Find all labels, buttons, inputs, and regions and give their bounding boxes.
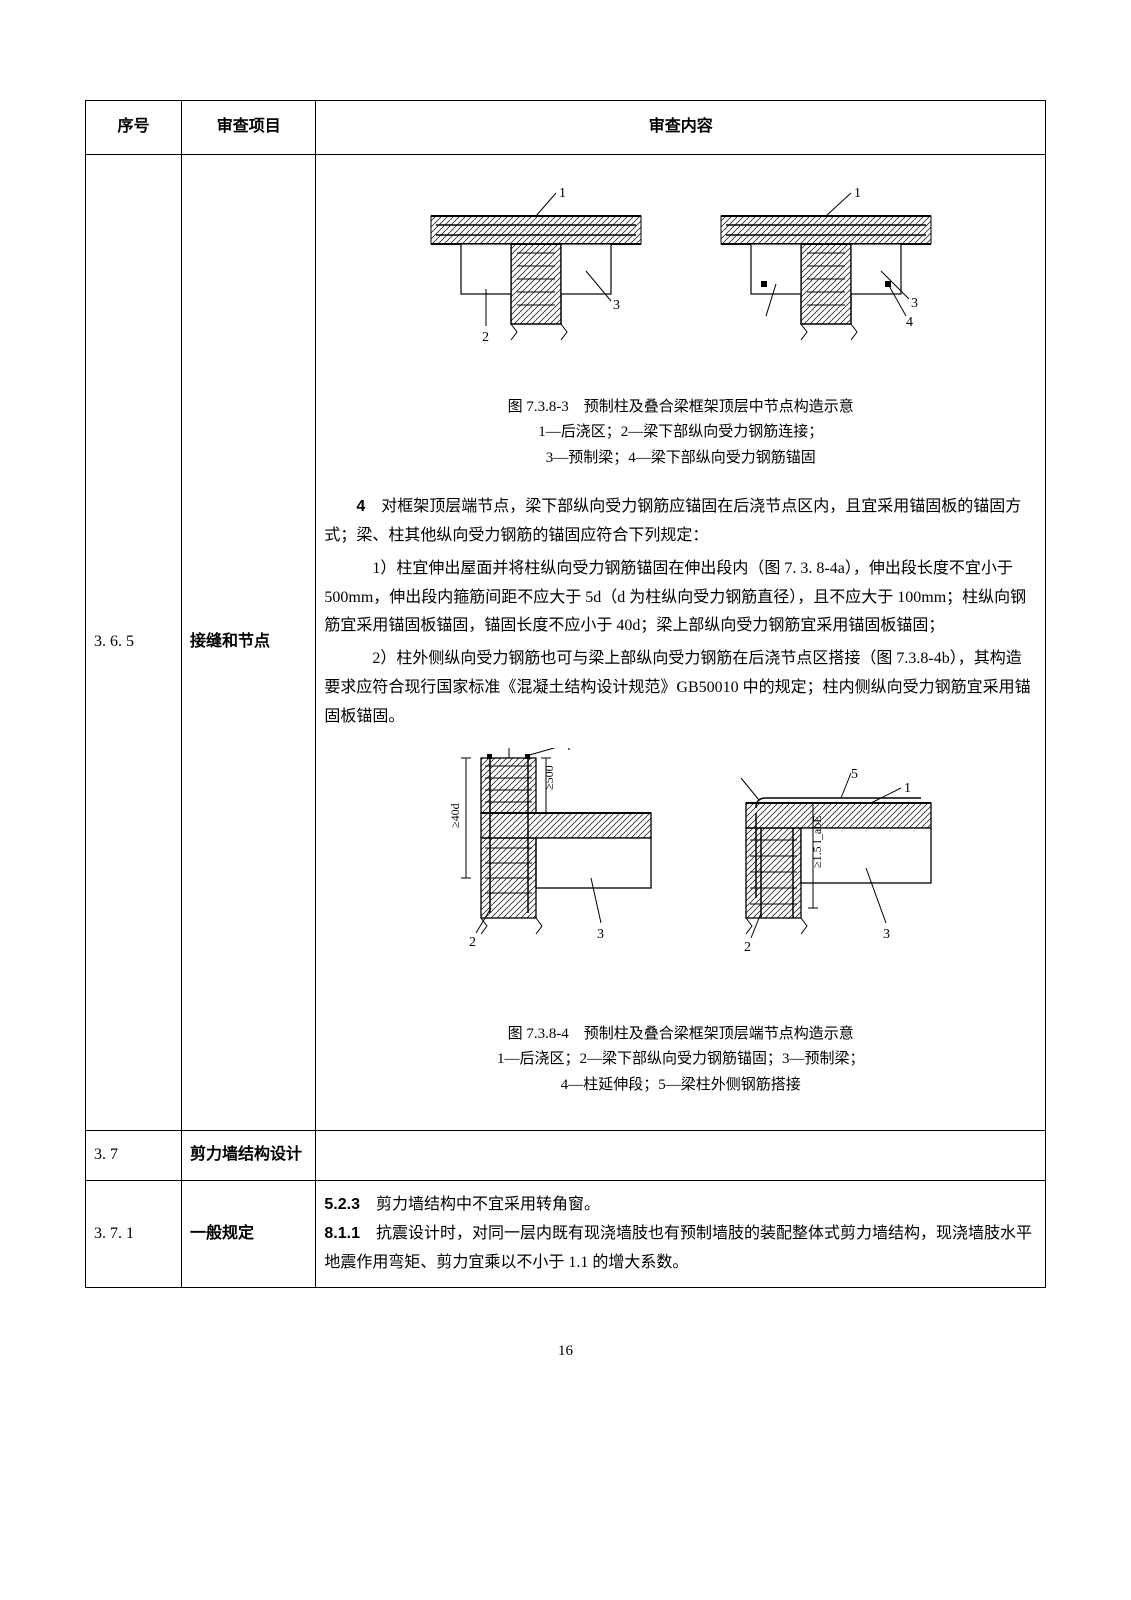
svg-text:4: 4 [564,748,571,754]
para-4: 4 对框架顶层端节点，梁下部纵向受力钢筋应锚固在后浇节点区内，且宜采用锚固板的锚… [324,493,1037,551]
para-4-num: 4 [356,498,365,515]
table-row: 3. 7. 1 一般规定 5.2.3 剪力墙结构中不宜采用转角窗。 8.1.1 … [86,1180,1046,1287]
row-item: 剪力墙结构设计 [182,1131,316,1181]
svg-text:1: 1 [854,186,861,201]
svg-text:4: 4 [906,315,913,330]
clause-811-text: 抗震设计时，对同一层内既有现浇墙肢也有预制墙肢的装配整体式剪力墙结构，现浇墙肢水… [324,1225,1032,1271]
figure-7-3-8-4: ≥500 ≥40d 1 4 2 3 [324,748,1037,998]
fig1-line1: 1—后浇区；2—梁下部纵向受力钢筋连接； [324,420,1037,446]
svg-text:1: 1 [904,781,911,796]
fig2-line2: 4—柱延伸段；5—梁柱外侧钢筋搭接 [324,1073,1037,1099]
row-content: 5.2.3 剪力墙结构中不宜采用转角窗。 8.1.1 抗震设计时，对同一层内既有… [316,1180,1046,1287]
figure-7-3-8-3: 1 2 3 [324,181,1037,371]
col-header-content: 审查内容 [316,101,1046,155]
dim-40d-label: ≥40d [448,803,462,828]
row-item: 接缝和节点 [182,154,316,1130]
fig2-line1: 1—后浇区；2—梁下部纵向受力钢筋锚固；3—预制梁； [324,1047,1037,1073]
row-num: 3. 7. 1 [86,1180,182,1287]
clause-811: 8.1.1 抗震设计时，对同一层内既有现浇墙肢也有预制墙肢的装配整体式剪力墙结构… [324,1220,1037,1278]
svg-text:5: 5 [851,767,858,782]
table-row: 3. 6. 5 接缝和节点 [86,154,1046,1130]
dim-15l-label: ≥1.5 l_abE [810,815,824,868]
svg-text:3: 3 [883,927,890,942]
row-content: 1 2 3 [316,154,1046,1130]
figure-caption-1: 图 7.3.8-3 预制柱及叠合梁框架顶层中节点构造示意 1—后浇区；2—梁下部… [324,395,1037,472]
clause-523-text: 剪力墙结构中不宜采用转角窗。 [360,1196,600,1213]
svg-text:2: 2 [469,935,476,950]
fig1-line2: 3—预制梁；4—梁下部纵向受力钢筋锚固 [324,446,1037,472]
row-item: 一般规定 [182,1180,316,1287]
page-number: 16 [85,1338,1046,1365]
clause-523-num: 5.2.3 [324,1196,360,1213]
para-4-text: 对框架顶层端节点，梁下部纵向受力钢筋应锚固在后浇节点区内，且宜采用锚固板的锚固方… [324,498,1021,544]
col-header-num: 序号 [86,101,182,155]
svg-text:3: 3 [597,927,604,942]
review-table: 序号 审查项目 审查内容 3. 6. 5 接缝和节点 [85,100,1046,1288]
svg-text:1: 1 [559,186,566,201]
para-4-sub1: 1）柱宜伸出屋面并将柱纵向受力钢筋锚固在伸出段内（图 7. 3. 8-4a），伸… [324,555,1037,641]
para-4-sub2: 2）柱外侧纵向受力钢筋也可与梁上部纵向受力钢筋在后浇节点区搭接（图 7.3.8-… [324,645,1037,731]
row-num: 3. 7 [86,1131,182,1181]
row-num: 3. 6. 5 [86,154,182,1130]
figure-caption-2: 图 7.3.8-4 预制柱及叠合梁框架顶层端节点构造示意 1—后浇区；2—梁下部… [324,1022,1037,1099]
diagram-node-a: 1 2 3 [411,181,661,371]
svg-text:2: 2 [482,330,489,345]
table-header-row: 序号 审查项目 审查内容 [86,101,1046,155]
dim-500-label: ≥500 [542,765,556,790]
svg-text:3: 3 [613,298,620,313]
svg-text:3: 3 [911,296,918,311]
row-content [316,1131,1046,1181]
diagram-end-b: ≥1.5 l_abE 1 5 2 3 [701,748,941,998]
clause-811-num: 8.1.1 [324,1225,360,1242]
diagram-node-b: 1 3 4 [701,181,951,371]
fig1-title: 图 7.3.8-3 预制柱及叠合梁框架顶层中节点构造示意 [324,395,1037,421]
clause-523: 5.2.3 剪力墙结构中不宜采用转角窗。 [324,1191,1037,1220]
col-header-item: 审查项目 [182,101,316,155]
diagram-end-a: ≥500 ≥40d 1 4 2 3 [421,748,661,998]
table-row: 3. 7 剪力墙结构设计 [86,1131,1046,1181]
svg-text:2: 2 [744,940,751,955]
fig2-title: 图 7.3.8-4 预制柱及叠合梁框架顶层端节点构造示意 [324,1022,1037,1048]
